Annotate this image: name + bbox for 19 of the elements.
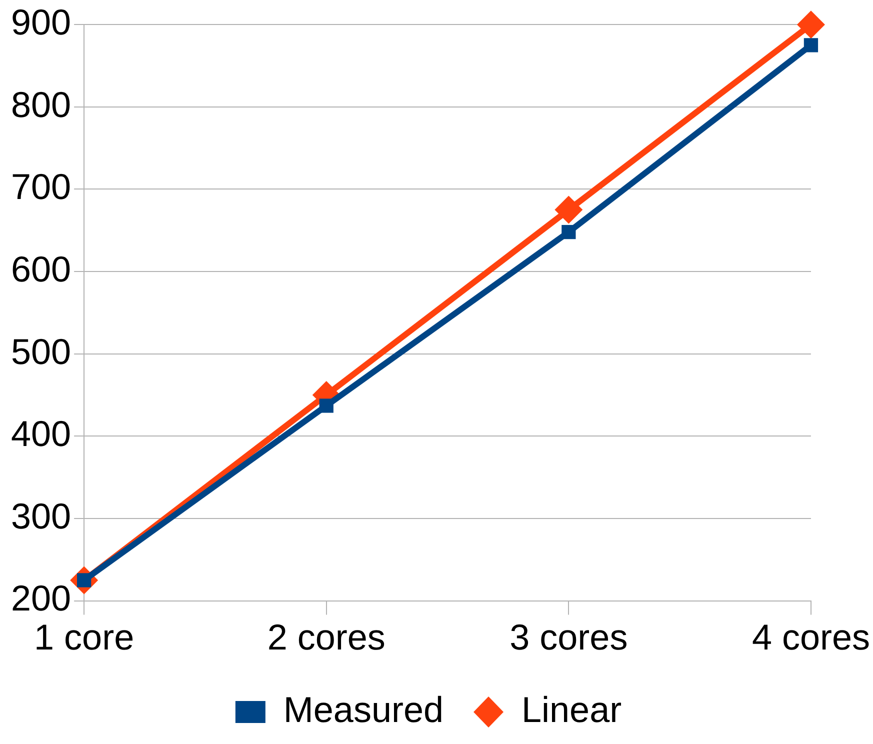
y-tick-label: 300 [10, 495, 72, 536]
point [319, 398, 334, 413]
y-tick-label: 600 [10, 248, 72, 290]
y-tick-label: 500 [10, 330, 72, 372]
y-tick-label: 200 [10, 578, 72, 619]
legend-label: Linear [522, 688, 622, 730]
y-tick-label: 800 [10, 84, 72, 125]
point [804, 38, 818, 52]
point [554, 196, 583, 224]
y-tick-label: 400 [10, 413, 72, 454]
x-tick-label: 3 cores [510, 616, 628, 658]
x-tick-label: 1 core [34, 616, 134, 658]
legend-label: Measured [283, 688, 444, 730]
y-tick-label: 900 [10, 2, 72, 43]
point [562, 224, 576, 240]
x-tick-label: 2 cores [267, 616, 386, 658]
y-tick-label: 700 [10, 166, 72, 208]
point [796, 10, 825, 39]
x-tick-label: 4 cores [752, 616, 870, 658]
